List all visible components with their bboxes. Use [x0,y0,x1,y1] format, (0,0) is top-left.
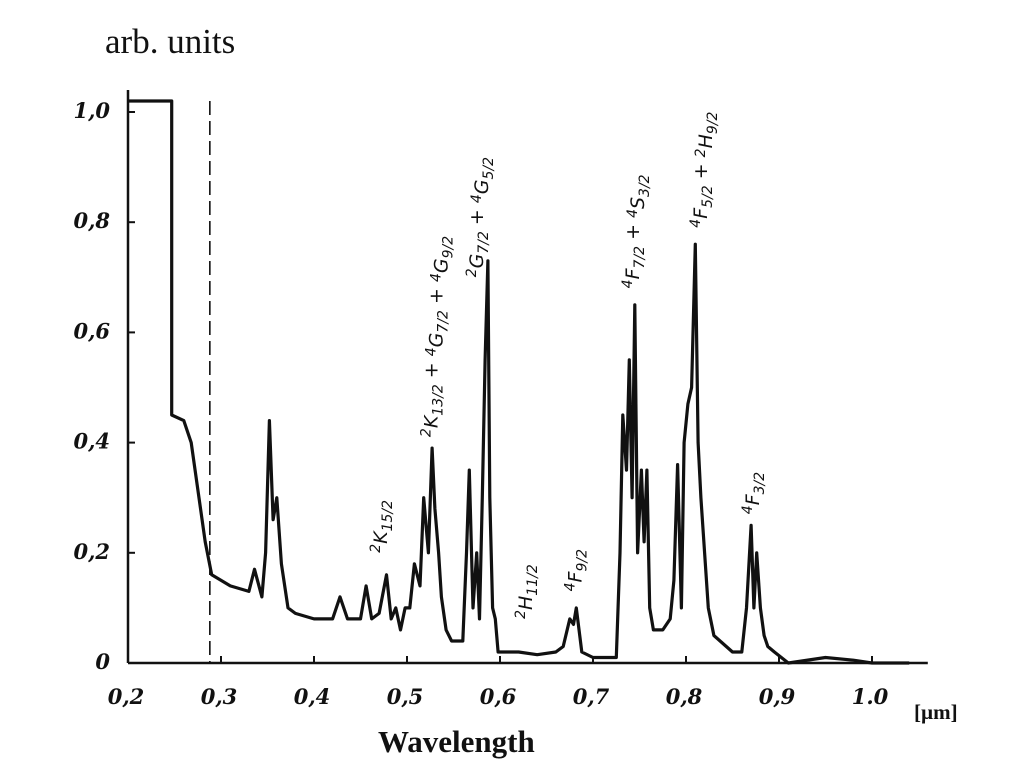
term-symbol: F [564,570,586,582]
spectrum-line [128,99,910,665]
term-multiplicity: 2 [418,428,434,437]
term-multiplicity: 4 [469,194,485,203]
term-symbol: G [466,254,488,269]
term-symbol: G [471,179,493,194]
term-symbol: G [430,258,452,273]
x-tick-label: 1.0 [852,684,889,709]
term-multiplicity: 2 [464,268,480,277]
y-tick-label: 0,8 [73,208,110,233]
term-j-value: 5/2 [481,157,497,180]
x-tick-label: 0,6 [480,684,517,709]
transition-label: 2K15/2 [368,500,396,553]
term-symbol: F [690,207,712,219]
y-axis-label: arb. units [105,22,236,61]
term-multiplicity: 4 [428,273,444,282]
plus-sign: + [690,157,712,185]
term-symbol: F [742,493,764,505]
term-j-value: 3/2 [752,472,768,495]
term-multiplicity: 4 [423,347,439,356]
term-multiplicity: 2 [513,610,529,619]
transition-label: 4F3/2 [740,472,768,514]
term-symbol: G [425,333,447,348]
x-tick-label: 0,2 [108,684,145,709]
term-j-value: 13/2 [430,384,446,416]
term-j-value: 7/2 [632,246,648,269]
term-j-value: 7/2 [476,231,492,254]
term-j-value: 11/2 [525,564,541,596]
x-tick-label: 0,3 [201,684,238,709]
term-multiplicity: 4 [740,505,756,514]
plus-sign: + [420,356,442,384]
transition-label: 2K13/2 + 4G7/2 + 4G9/2 [418,236,456,437]
transition-label: 2H11/2 [513,564,541,619]
y-tick-label: 1,0 [73,98,110,123]
plus-sign: + [425,282,447,310]
term-symbol: K [420,414,442,428]
term-j-value: 9/2 [705,111,721,134]
x-axis-unit: [µm] [914,700,958,724]
plus-sign: + [466,203,488,231]
term-multiplicity: 4 [688,219,704,228]
term-multiplicity: 4 [620,279,636,288]
transition-label: 4F9/2 [562,549,590,591]
x-tick-label: 0,8 [666,684,703,709]
y-tick-label: 0 [95,649,110,674]
term-symbol: S [627,197,649,209]
term-j-value: 9/2 [440,236,456,259]
term-multiplicity: 2 [368,544,384,553]
y-tick-label: 0,4 [73,429,110,454]
term-multiplicity: 2 [693,148,709,157]
transition-label: 4F7/2 + 4S3/2 [620,174,653,288]
term-j-value: 3/2 [637,174,653,197]
term-multiplicity: 4 [625,209,641,218]
term-j-value: 15/2 [380,500,396,532]
term-j-value: 7/2 [435,310,451,333]
term-symbol: H [695,134,717,148]
term-multiplicity: 4 [562,582,578,591]
term-j-value: 9/2 [574,549,590,572]
term-symbol: F [622,267,644,279]
x-axis-label: Wavelength [378,724,535,759]
term-symbol: K [370,530,392,544]
plus-sign: + [622,218,644,246]
x-tick-label: 0,9 [759,684,796,709]
x-tick-label: 0,7 [573,684,610,709]
transition-label: 4F5/2 + 2H9/2 [688,111,721,227]
y-tick-label: 0,2 [73,539,110,564]
term-j-value: 5/2 [700,185,716,208]
y-tick-label: 0,6 [73,318,110,343]
term-symbol: H [515,596,537,610]
x-tick-label: 0,5 [387,684,424,709]
transition-label: 2G7/2 + 4G5/2 [464,157,497,277]
x-tick-label: 0,4 [294,684,331,709]
